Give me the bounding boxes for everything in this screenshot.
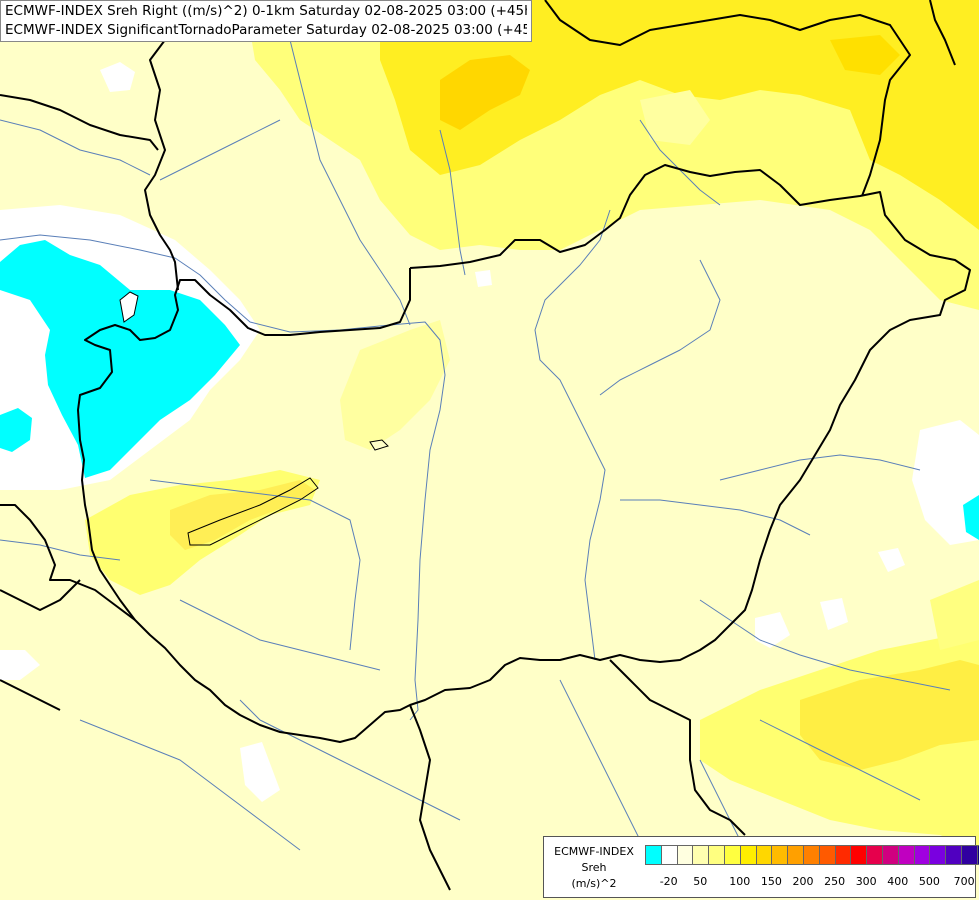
lake-outline-2 <box>119 291 139 323</box>
legend-swatch <box>708 845 725 865</box>
field-white-spot-4 <box>240 742 280 802</box>
field-orange-north <box>440 55 530 130</box>
field-cyan-west <box>0 240 240 478</box>
legend-swatch <box>976 845 979 865</box>
river-north-1 <box>279 0 411 326</box>
field-white-north-spot <box>100 62 135 92</box>
field-pale-central <box>340 320 450 450</box>
border-romania-serbia <box>609 659 746 836</box>
legend-tick-label: 700 <box>953 875 975 888</box>
river-south-2 <box>79 719 301 851</box>
field-white-east <box>912 420 979 545</box>
field-yellow-east <box>930 580 979 650</box>
border-west-south <box>0 679 61 711</box>
lake-outline <box>369 439 389 451</box>
legend-swatch <box>787 845 804 865</box>
border-czech-slovakia <box>0 94 159 151</box>
legend-swatch <box>755 845 773 865</box>
river-east-4 <box>699 599 951 691</box>
river-south-3 <box>559 679 641 841</box>
river-west-2 <box>179 599 381 671</box>
legend-swatch <box>929 845 947 865</box>
legend-swatch <box>913 845 931 865</box>
border-austria-slovakia <box>144 0 179 291</box>
border-ukraine-romania <box>929 0 956 66</box>
field-pale-spot-ne <box>640 90 710 145</box>
river-nw-1 <box>159 119 281 181</box>
legend-tick-label: 300 <box>855 875 877 888</box>
border-hungary <box>77 164 971 743</box>
legend-swatch <box>834 845 852 865</box>
river-tisza <box>534 209 611 661</box>
river-east-2 <box>719 454 921 481</box>
field-bright-north <box>380 0 979 230</box>
legend-swatch <box>818 845 836 865</box>
field-bright-sw <box>170 480 315 550</box>
legend-swatch <box>850 845 868 865</box>
border-serbia <box>409 704 451 891</box>
title-line-1: ECMWF-INDEX Sreh Right ((m/s)^2) 0-1km S… <box>5 3 527 19</box>
legend-swatch <box>897 845 915 865</box>
sreh-field <box>0 0 979 850</box>
border-croatia-south <box>0 579 81 611</box>
legend-swatch <box>676 845 694 865</box>
legend-swatch <box>660 845 678 865</box>
legend-tick-label: 200 <box>792 875 814 888</box>
field-white-spot-1 <box>878 548 905 572</box>
legend-swatch <box>739 845 757 865</box>
legend-swatch <box>961 845 978 865</box>
map-title-box: ECMWF-INDEX Sreh Right ((m/s)^2) 0-1km S… <box>0 0 532 42</box>
field-white-spot-3 <box>755 612 790 648</box>
river-se-1 <box>759 719 921 801</box>
field-white-spot-5 <box>0 650 40 680</box>
river-west-4 <box>0 119 151 176</box>
legend-source: ECMWF-INDEX <box>554 845 634 858</box>
legend-parameter: Sreh <box>581 861 607 874</box>
river-east-1 <box>599 259 721 396</box>
legend-swatch <box>645 845 662 865</box>
border-slovakia-poland <box>544 0 911 197</box>
river-north-2 <box>439 129 466 276</box>
legend-tick-label: 100 <box>729 875 751 888</box>
field-white-spot-6 <box>475 270 492 287</box>
legend-tick-label: 400 <box>887 875 909 888</box>
legend-swatch <box>945 845 962 865</box>
rivers <box>0 0 951 881</box>
colorbar-legend: ECMWF-INDEX Sreh (m/s)^2 -20 50 100 150 200 2… <box>543 836 979 898</box>
legend-swatch <box>724 845 741 865</box>
legend-tick-label: 150 <box>760 875 782 888</box>
legend-swatch <box>771 845 789 865</box>
river-east-3 <box>620 499 811 536</box>
legend-unit: (m/s)^2 <box>571 877 617 890</box>
river-west-3 <box>0 539 121 561</box>
field-cyan-southwest <box>0 408 32 452</box>
legend-swatch <box>692 845 710 865</box>
stp-contour-line <box>187 477 319 546</box>
field-bright-se <box>800 660 979 770</box>
river-west-1 <box>149 479 361 651</box>
border-slovenia-croatia <box>0 504 136 621</box>
field-orange-ne <box>830 35 900 75</box>
river-danube <box>0 234 446 721</box>
legend-swatch <box>882 845 899 865</box>
legend-tick-label: 50 <box>693 875 708 888</box>
legend-tick-label: 250 <box>824 875 846 888</box>
field-cyan-east <box>963 495 979 540</box>
field-white-spot-2 <box>820 598 848 630</box>
title-line-2: ECMWF-INDEX SignificantTornadoParameter … <box>5 22 527 38</box>
legend-tick-label: 500 <box>918 875 940 888</box>
river-south-1 <box>239 699 461 821</box>
legend-swatch <box>803 845 820 865</box>
legend-swatch <box>866 845 883 865</box>
legend-tick-label: -20 <box>659 875 678 888</box>
